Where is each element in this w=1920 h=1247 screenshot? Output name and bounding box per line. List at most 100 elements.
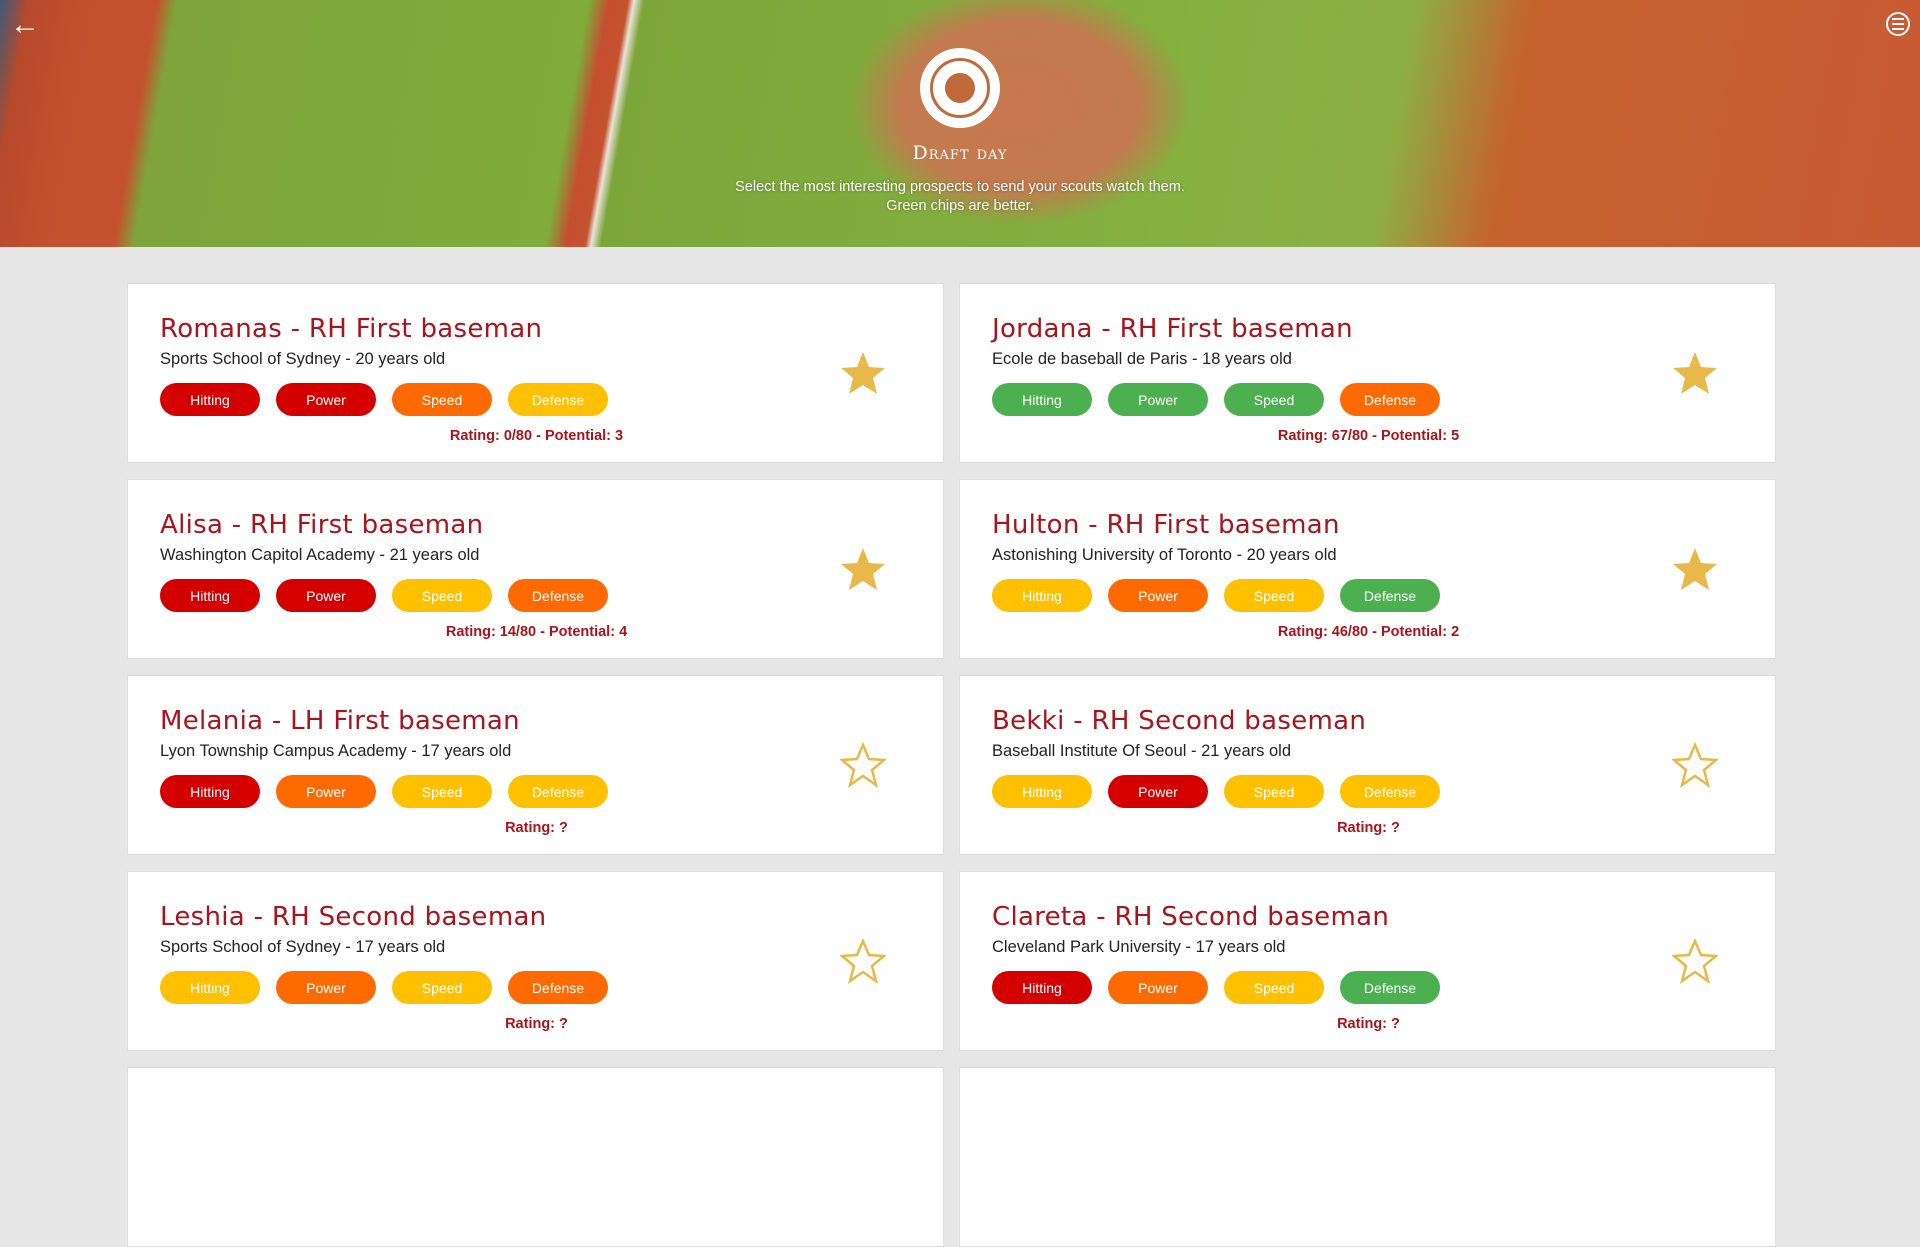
prospect-card-partial [959, 1067, 1776, 1247]
prospect-school: Sports School of Sydney [160, 938, 341, 956]
chip-speed: Speed [392, 775, 492, 808]
chip-speed: Speed [1224, 971, 1324, 1004]
chip-hitting: Hitting [160, 775, 260, 808]
chip-defense: Defense [1340, 775, 1440, 808]
prospect-name: Clareta - RH Second baseman [992, 902, 1390, 932]
chip-power: Power [1108, 383, 1208, 416]
prospect-rating: Rating: 67/80 - Potential: 5 [1277, 428, 1460, 444]
star-filled-icon[interactable] [1672, 546, 1718, 592]
chip-speed: Speed [392, 579, 492, 612]
prospect-rating: Rating: ? [1337, 1016, 1400, 1032]
chip-speed: Speed [392, 383, 492, 416]
prospect-name: Romanas - RH First baseman [160, 314, 543, 344]
prospect-school: Sports School of Sydney [160, 350, 341, 368]
prospect-age: - 17 years old [1180, 938, 1286, 956]
prospect-school: Astonishing University of Toronto [992, 546, 1232, 564]
chip-hitting: Hitting [992, 775, 1092, 808]
prospect-name: Bekki - RH Second baseman [992, 706, 1367, 736]
prospect-school: Lyon Township Campus Academy [160, 742, 407, 760]
prospect-card[interactable]: Bekki - RH Second baseman Baseball Insti… [959, 675, 1776, 855]
prospect-school-age: Lyon Township Campus Academy - 17 years … [160, 742, 511, 761]
prospect-school-age: Sports School of Sydney - 20 years old [160, 350, 445, 369]
skill-chips: Hitting Power Speed Defense [992, 775, 1440, 808]
prospect-name: Hulton - RH First baseman [992, 510, 1340, 540]
star-filled-icon[interactable] [1672, 350, 1718, 396]
prospect-school-age: Washington Capitol Academy - 21 years ol… [160, 546, 479, 565]
chip-defense: Defense [508, 775, 608, 808]
skill-chips: Hitting Power Speed Defense [992, 971, 1440, 1004]
prospect-school: Ecole de baseball de Paris [992, 350, 1188, 368]
arrow-left-icon[interactable]: ← [10, 8, 40, 41]
prospect-age: - 21 years old [1186, 742, 1292, 760]
prospect-school-age: Astonishing University of Toronto - 20 y… [992, 546, 1337, 565]
chip-hitting: Hitting [992, 383, 1092, 416]
chip-speed: Speed [392, 971, 492, 1004]
chip-hitting: Hitting [160, 383, 260, 416]
prospect-rating: Rating: ? [505, 1016, 568, 1032]
prospect-rating: Rating: ? [1337, 820, 1400, 836]
star-outline-icon[interactable] [1672, 742, 1718, 788]
prospect-card[interactable]: Alisa - RH First baseman Washington Capi… [127, 479, 944, 659]
menu-icon[interactable] [1886, 12, 1910, 36]
skill-chips: Hitting Power Speed Defense [160, 971, 608, 1004]
chip-defense: Defense [1340, 579, 1440, 612]
chip-power: Power [1108, 579, 1208, 612]
prospect-school-age: Ecole de baseball de Paris - 18 years ol… [992, 350, 1292, 369]
page-subtitle: Select the most interesting prospects to… [0, 178, 1920, 216]
prospect-age: - 17 years old [406, 742, 512, 760]
skill-chips: Hitting Power Speed Defense [992, 579, 1440, 612]
subtitle-line: Green chips are better. [886, 198, 1034, 214]
skill-chips: Hitting Power Speed Defense [160, 579, 608, 612]
star-filled-icon[interactable] [840, 350, 886, 396]
chip-defense: Defense [508, 579, 608, 612]
star-outline-icon[interactable] [840, 742, 886, 788]
prospect-school-age: Cleveland Park University - 17 years old [992, 938, 1285, 957]
page-title: Draft day [912, 142, 1008, 164]
prospect-name: Melania - LH First baseman [160, 706, 520, 736]
prospect-card[interactable]: Leshia - RH Second baseman Sports School… [127, 871, 944, 1051]
prospect-card[interactable]: Jordana - RH First baseman Ecole de base… [959, 283, 1776, 463]
chip-speed: Speed [1224, 579, 1324, 612]
prospect-rating: Rating: 46/80 - Potential: 2 [1277, 624, 1460, 640]
chip-defense: Defense [1340, 971, 1440, 1004]
prospect-school: Washington Capitol Academy [160, 546, 375, 564]
prospect-card-partial [127, 1067, 944, 1247]
prospect-age: - 18 years old [1187, 350, 1292, 368]
chip-defense: Defense [508, 383, 608, 416]
header-banner: ← Draft day Select the most interesting … [0, 0, 1920, 247]
baseball-laurel-logo [920, 48, 1000, 128]
star-outline-icon[interactable] [1672, 938, 1718, 984]
prospect-name: Alisa - RH First baseman [160, 510, 484, 540]
chip-power: Power [276, 971, 376, 1004]
prospect-school: Cleveland Park University [992, 938, 1181, 956]
chip-defense: Defense [1340, 383, 1440, 416]
prospect-age: - 21 years old [374, 546, 480, 564]
chip-hitting: Hitting [992, 971, 1092, 1004]
chip-speed: Speed [1224, 775, 1324, 808]
star-filled-icon[interactable] [840, 546, 886, 592]
prospect-name: Leshia - RH Second baseman [160, 902, 547, 932]
chip-hitting: Hitting [160, 971, 260, 1004]
prospect-card[interactable]: Clareta - RH Second baseman Cleveland Pa… [959, 871, 1776, 1051]
prospect-school-age: Baseball Institute Of Seoul - 21 years o… [992, 742, 1291, 761]
chip-power: Power [1108, 775, 1208, 808]
prospect-name: Jordana - RH First baseman [992, 314, 1353, 344]
chip-defense: Defense [508, 971, 608, 1004]
chip-power: Power [1108, 971, 1208, 1004]
skill-chips: Hitting Power Speed Defense [160, 383, 608, 416]
prospect-age: - 20 years old [1231, 546, 1337, 564]
chip-hitting: Hitting [992, 579, 1092, 612]
prospect-rating: Rating: 0/80 - Potential: 3 [449, 428, 624, 444]
chip-speed: Speed [1224, 383, 1324, 416]
subtitle-line: Select the most interesting prospects to… [735, 179, 1185, 195]
chip-hitting: Hitting [160, 579, 260, 612]
chip-power: Power [276, 579, 376, 612]
prospect-school: Baseball Institute Of Seoul [992, 742, 1187, 760]
prospect-card[interactable]: Hulton - RH First baseman Astonishing Un… [959, 479, 1776, 659]
prospect-age: - 20 years old [340, 350, 446, 368]
chip-power: Power [276, 775, 376, 808]
star-outline-icon[interactable] [840, 938, 886, 984]
chip-power: Power [276, 383, 376, 416]
prospect-card[interactable]: Romanas - RH First baseman Sports School… [127, 283, 944, 463]
prospect-card[interactable]: Melania - LH First baseman Lyon Township… [127, 675, 944, 855]
